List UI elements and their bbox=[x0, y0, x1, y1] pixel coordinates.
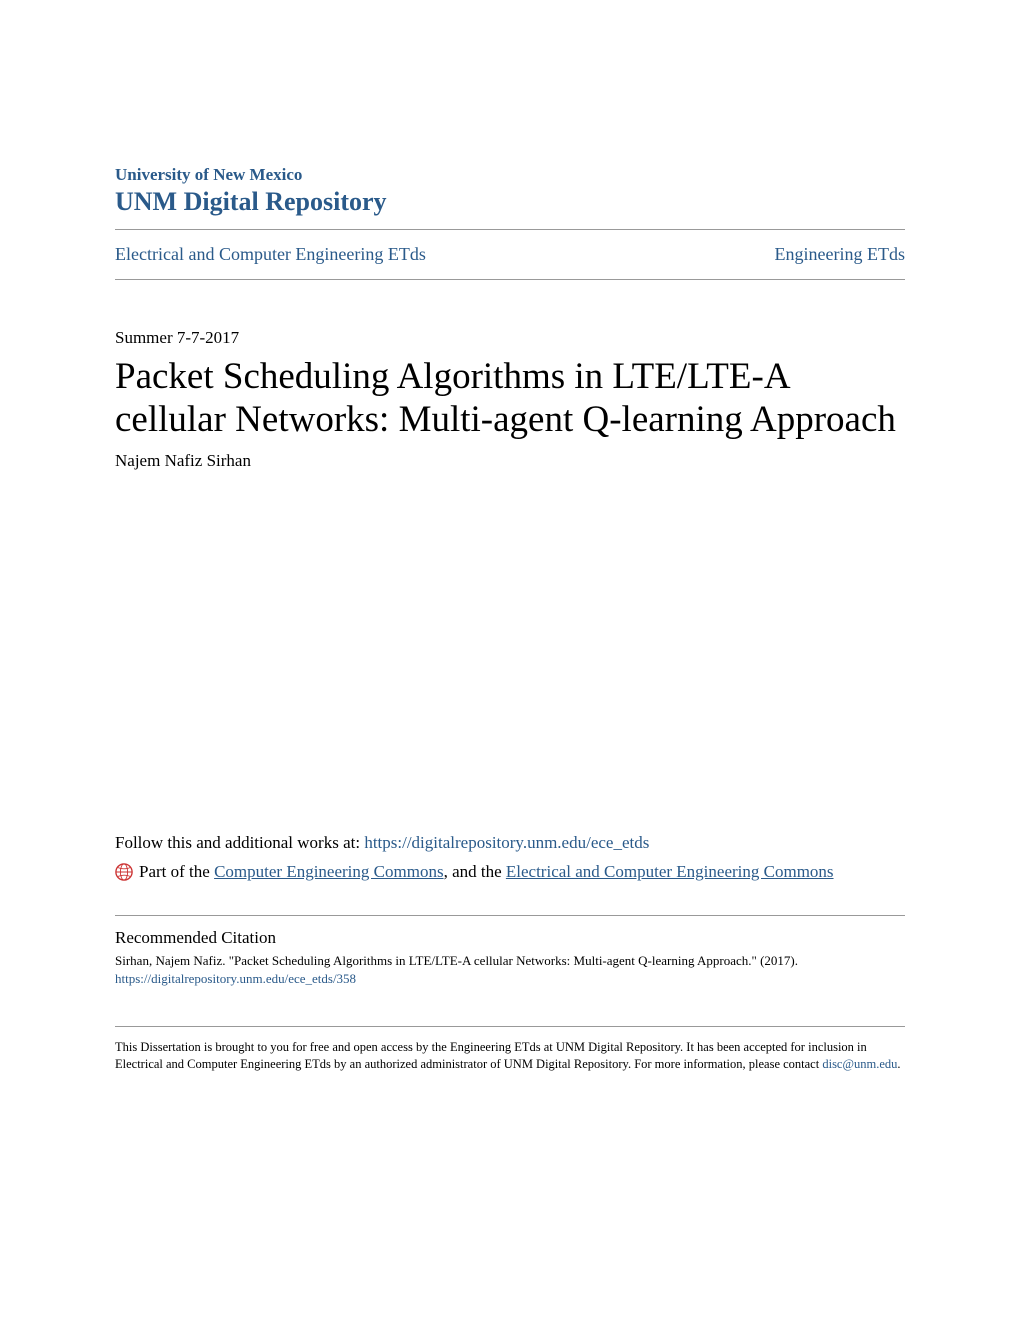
university-name: University of New Mexico bbox=[115, 165, 905, 185]
footer-suffix: . bbox=[897, 1057, 900, 1071]
repository-name: UNM Digital Repository bbox=[115, 187, 905, 217]
footer-text: This Dissertation is brought to you for … bbox=[115, 1040, 867, 1072]
follow-prefix: Follow this and additional works at: bbox=[115, 833, 364, 852]
partof-row: Part of the Computer Engineering Commons… bbox=[115, 859, 905, 885]
footer-email-link[interactable]: disc@unm.edu bbox=[822, 1057, 897, 1071]
breadcrumb-right-link[interactable]: Engineering ETds bbox=[775, 244, 905, 265]
page-container: University of New Mexico UNM Digital Rep… bbox=[0, 0, 1020, 1074]
breadcrumb-row: Electrical and Computer Engineering ETds… bbox=[115, 230, 905, 279]
citation-section: Recommended Citation Sirhan, Najem Nafiz… bbox=[115, 915, 905, 988]
divider-breadcrumb bbox=[115, 279, 905, 280]
publication-date: Summer 7-7-2017 bbox=[115, 328, 905, 348]
breadcrumb-left-link[interactable]: Electrical and Computer Engineering ETds bbox=[115, 244, 426, 265]
citation-text: Sirhan, Najem Nafiz. "Packet Scheduling … bbox=[115, 952, 905, 970]
citation-link[interactable]: https://digitalrepository.unm.edu/ece_et… bbox=[115, 971, 356, 986]
network-icon bbox=[115, 863, 133, 881]
partof-text: Part of the Computer Engineering Commons… bbox=[139, 859, 905, 885]
follow-text: Follow this and additional works at: htt… bbox=[115, 833, 905, 853]
follow-link[interactable]: https://digitalrepository.unm.edu/ece_et… bbox=[364, 833, 649, 852]
author-name: Najem Nafiz Sirhan bbox=[115, 451, 905, 471]
partof-middle: , and the bbox=[444, 862, 506, 881]
partof-prefix: Part of the bbox=[139, 862, 214, 881]
commons-link-2[interactable]: Electrical and Computer Engineering Comm… bbox=[506, 862, 834, 881]
commons-link-1[interactable]: Computer Engineering Commons bbox=[214, 862, 443, 881]
citation-heading: Recommended Citation bbox=[115, 928, 905, 948]
footer-section: This Dissertation is brought to you for … bbox=[115, 1026, 905, 1074]
paper-title: Packet Scheduling Algorithms in LTE/LTE-… bbox=[115, 356, 905, 441]
